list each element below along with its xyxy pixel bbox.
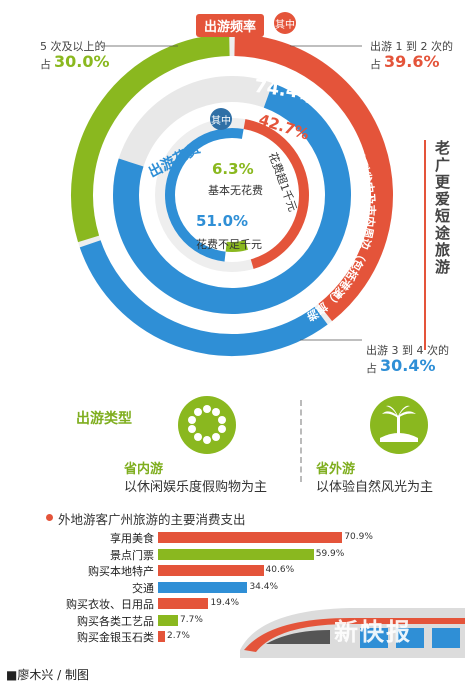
bar-category-6: 购买金银玉石类	[77, 631, 154, 644]
frequency-title: 出游频率	[196, 14, 265, 37]
spend-slice-2	[165, 128, 244, 262]
label-1-2: 出游 1 到 2 次的	[370, 40, 453, 53]
bar-value-3: 34.4%	[249, 581, 279, 592]
label-3-4: 出游 3 到 4 次的	[366, 344, 449, 357]
frequency-slice-2	[71, 34, 230, 243]
bar-category-4: 购买衣妆、日用品	[66, 598, 154, 611]
bar-value-4: 19.4%	[210, 598, 240, 608]
bar-value-0: 70.9%	[344, 532, 373, 542]
pct-no-spend: 6.3%	[212, 160, 254, 178]
label-5-plus: 5 次及以上的	[40, 40, 106, 53]
frequency-tag: 其中	[274, 12, 296, 34]
abroad-desc: 以体验自然风光为主	[316, 480, 434, 495]
bar-value-5: 7.7%	[180, 614, 203, 625]
bar-value-6: 2.7%	[167, 631, 190, 641]
spend-tag: 其中	[210, 108, 232, 130]
outer-ring	[71, 34, 393, 356]
middle-band-ring	[113, 76, 351, 314]
band-text-path: 的受访本地市民曾到省内及市内周边（包括港澳）旅游	[0, 0, 465, 400]
train-illustration	[240, 608, 465, 658]
island-icon	[370, 396, 428, 454]
label-5-plus-b: 占	[40, 58, 51, 71]
svg-text:的受访本地市民曾到省内及市内周边（包括港澳）旅游: 的受访本地市民曾到省内及市内周边（包括港澳）旅游	[299, 88, 378, 324]
label-under-1000: 花费不足千元	[196, 238, 262, 251]
bar-4	[158, 598, 209, 609]
bar-category-2: 购买本地特产	[88, 565, 154, 578]
pct-5-plus: 30.0%	[54, 52, 110, 71]
bar-area: 享用美食 70.9% 景点门票 59.9% 购买本地特产 40.6% 交通 34.4% 购买衣妆…	[0, 528, 465, 648]
side-title-bar	[424, 140, 426, 350]
label-no-spend: 基本无花费	[208, 184, 263, 197]
bar-category-3: 交通	[132, 581, 154, 595]
types-title: 出游类型	[76, 411, 132, 427]
bar-value-2: 40.6%	[265, 565, 295, 575]
bar-value-1: 59.9%	[315, 548, 345, 559]
band-text: 的受访本地市民曾到省内及市内周边（包括港澳）旅游	[299, 88, 378, 324]
domestic-desc: 以休闲娱乐度假购物为主	[124, 480, 268, 495]
band-arc	[113, 83, 351, 314]
bracelet-glyph	[188, 405, 226, 444]
bars-title: 外地游客广州旅游的主要消费支出	[58, 512, 246, 527]
bar-title-dot	[46, 514, 53, 521]
label-1-2-b: 占	[370, 58, 381, 71]
island-glyph	[380, 405, 418, 442]
abroad-head: 省外游	[316, 462, 356, 477]
inner-ring	[155, 118, 309, 272]
bar-category-5: 购买各类工艺品	[77, 614, 154, 628]
pct-1-2: 39.6%	[384, 52, 440, 71]
bar-category-0: 享用美食	[110, 532, 154, 545]
frequency-slice-0	[234, 34, 393, 322]
spend-slice-1	[225, 240, 248, 252]
frequency-slice-1	[79, 240, 328, 356]
spend-slice-0	[243, 119, 309, 269]
bar-1	[158, 548, 314, 560]
domestic-head: 省内游	[124, 462, 164, 477]
bar-0	[158, 532, 343, 543]
pct-under-1000: 51.0%	[196, 212, 249, 230]
bracelet-icon	[178, 396, 236, 454]
credit: ■廖木兴 / 制图	[6, 668, 90, 682]
types-divider	[300, 400, 302, 482]
bar-3	[158, 581, 248, 593]
pct-3-4: 30.4%	[380, 356, 436, 375]
bar-5	[158, 614, 179, 626]
side-title: 老广更爱短途旅游	[433, 140, 451, 276]
label-3-4-b: 占	[366, 362, 377, 375]
bar-category-1: 景点门票	[110, 548, 154, 562]
frequency-ring-chart	[71, 34, 393, 356]
bar-2	[158, 565, 264, 576]
watermark: 新快报	[334, 618, 412, 646]
bar-6	[158, 631, 166, 642]
